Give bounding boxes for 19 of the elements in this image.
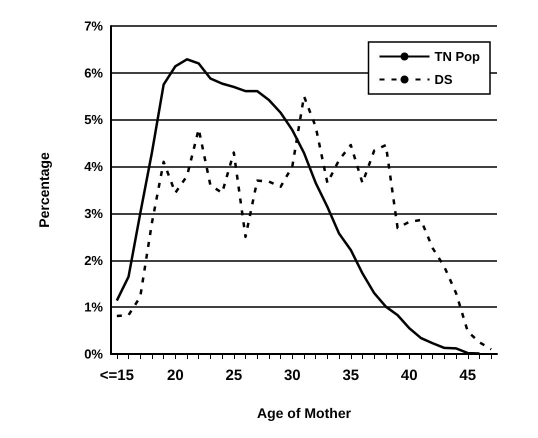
y-tick-label: 2%	[84, 252, 104, 268]
y-tick-label: 1%	[84, 300, 104, 315]
y-tick-label: 3%	[84, 206, 104, 221]
x-tick-label: <=15	[100, 367, 134, 384]
x-tick-label: 40	[400, 367, 418, 384]
y-tick-label: 5%	[84, 112, 104, 128]
x-tick-label: 20	[166, 367, 184, 384]
x-tick-label: 45	[459, 367, 476, 384]
y-tick-label: 4%	[84, 159, 104, 174]
y-axis-title: Percentage	[36, 152, 52, 228]
y-tick-label: 0%	[84, 346, 104, 362]
y-tick-label: 6%	[84, 65, 104, 80]
x-tick-label: 25	[225, 367, 242, 384]
legend-label: TN Pop	[434, 49, 480, 64]
x-tick-label: 35	[342, 367, 360, 384]
legend-label: DS	[434, 72, 453, 87]
x-axis-title: Age of Mother	[256, 405, 352, 421]
x-tick-label: 30	[284, 367, 301, 384]
y-tick-label: 7%	[84, 18, 104, 34]
